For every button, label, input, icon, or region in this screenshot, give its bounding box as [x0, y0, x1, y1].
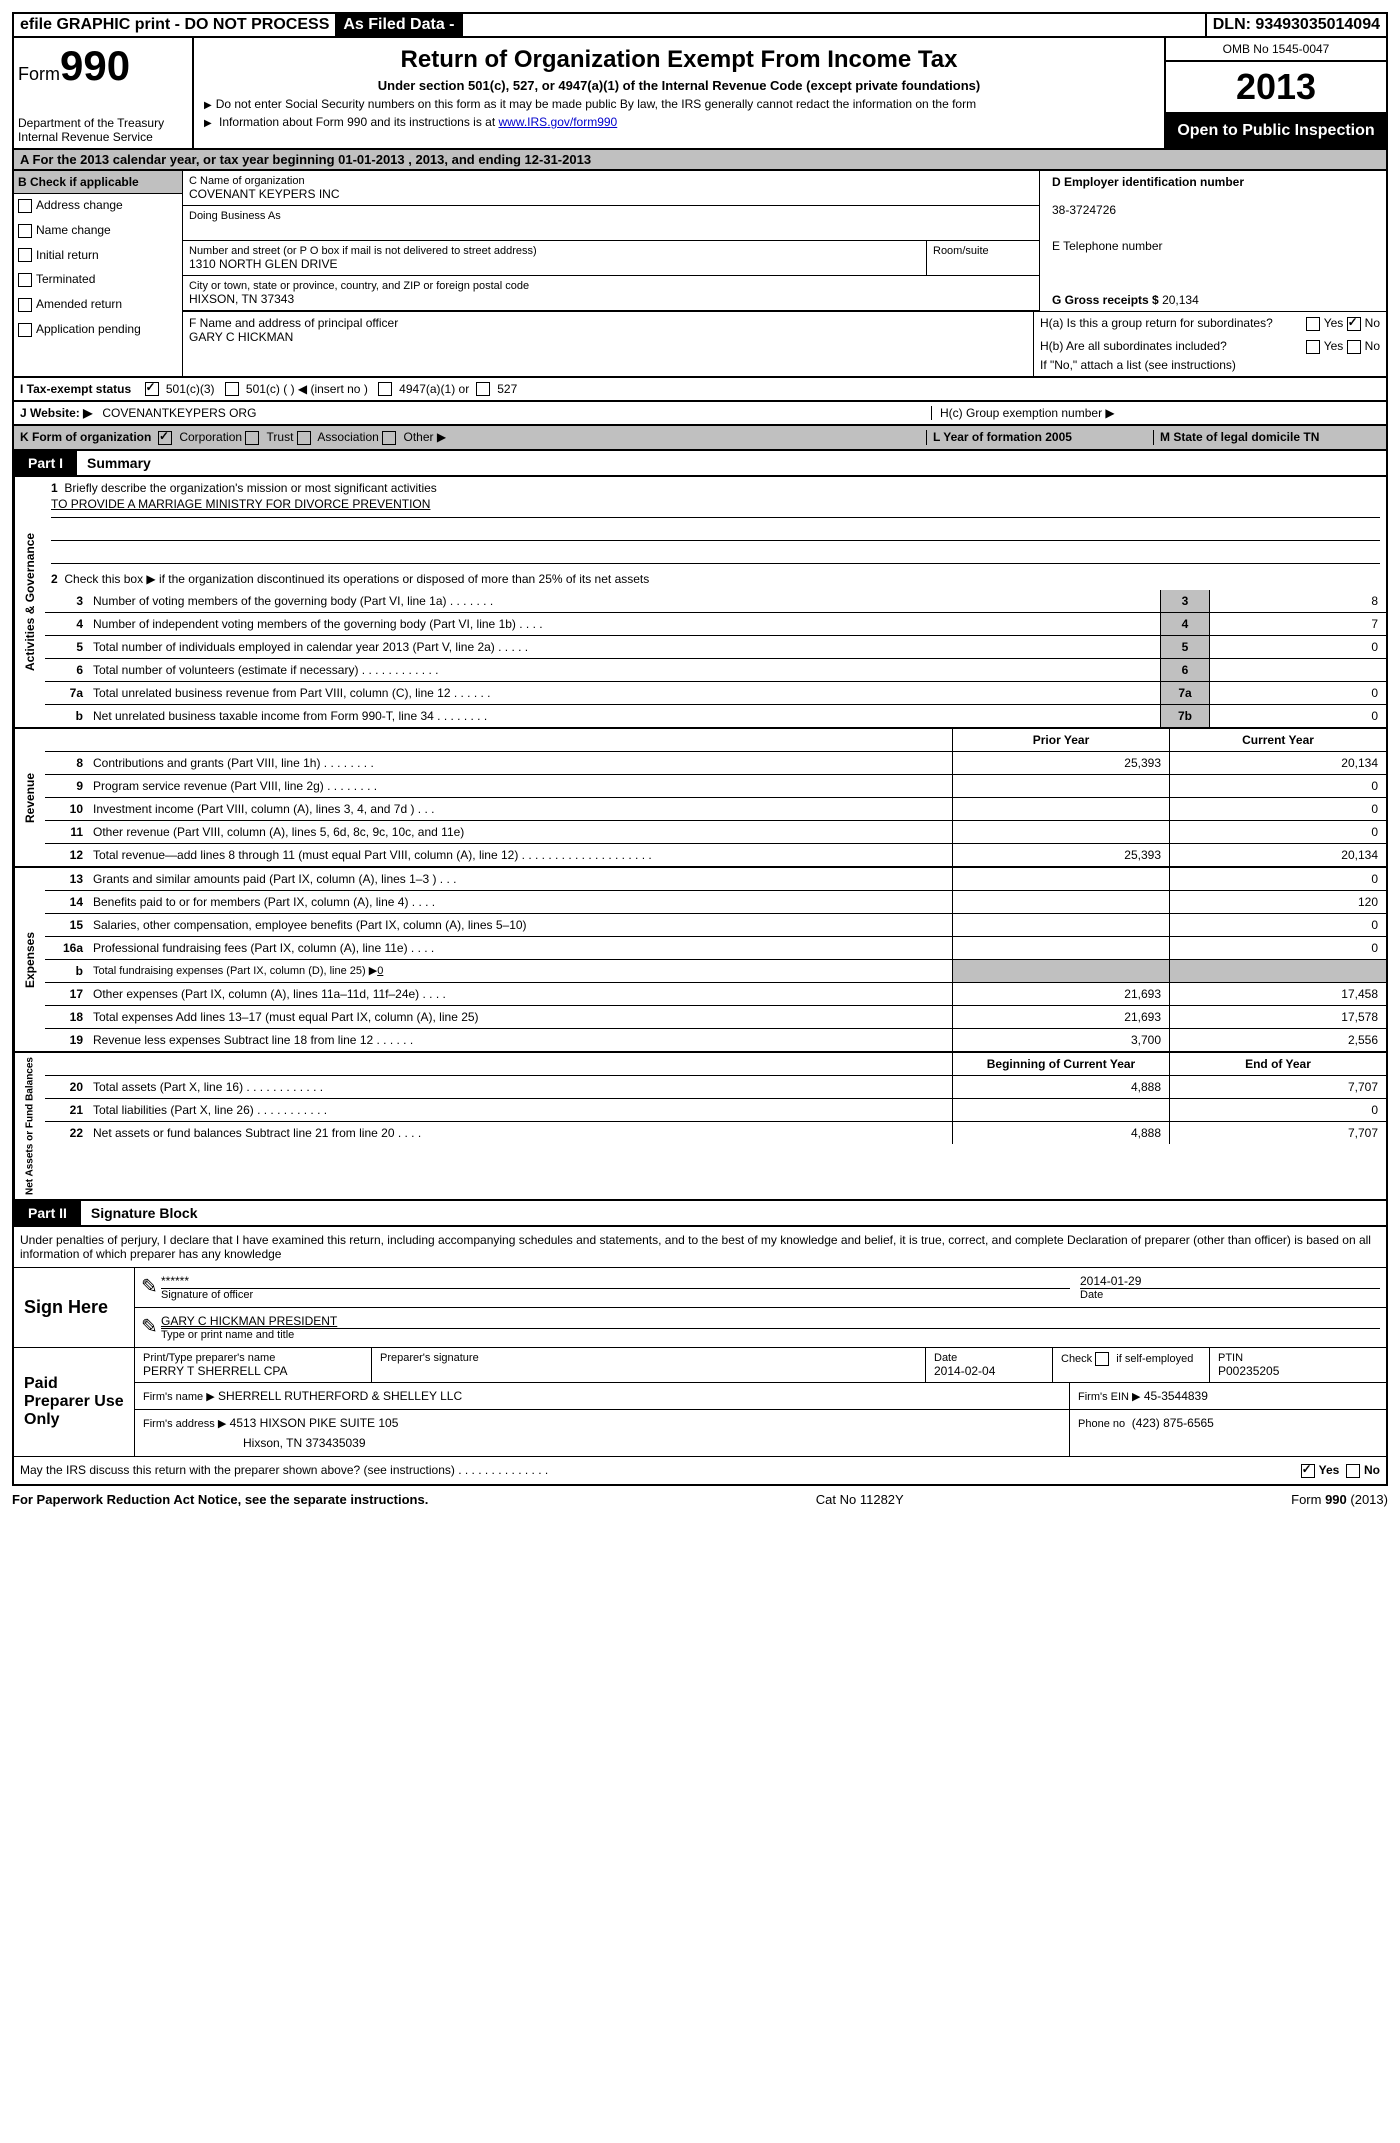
open-inspection: Open to Public Inspection: [1166, 114, 1386, 148]
line-1: 1 Briefly describe the organization's mi…: [45, 477, 1386, 568]
line-21: 21Total liabilities (Part X, line 26) . …: [45, 1099, 1386, 1122]
line-10: 10Investment income (Part VIII, column (…: [45, 798, 1386, 821]
line-14: 14Benefits paid to or for members (Part …: [45, 891, 1386, 914]
vlabel-netassets: Net Assets or Fund Balances: [14, 1053, 45, 1199]
col-b-header: B Check if applicable: [14, 171, 182, 194]
top-bar: efile GRAPHIC print - DO NOT PROCESS As …: [12, 12, 1388, 38]
state-domicile: M State of legal domicile TN: [1153, 430, 1380, 445]
check-pending[interactable]: Application pending: [18, 322, 178, 337]
group-return-cell: H(a) Is this a group return for subordin…: [1034, 312, 1386, 376]
netassets-header: Beginning of Current YearEnd of Year: [45, 1053, 1386, 1076]
line-12: 12Total revenue—add lines 8 through 11 (…: [45, 844, 1386, 866]
line-22: 22Net assets or fund balances Subtract l…: [45, 1122, 1386, 1144]
line-7b: bNet unrelated business taxable income f…: [45, 705, 1386, 727]
part2-header: Part II Signature Block: [12, 1201, 1388, 1227]
dln: DLN: 93493035014094: [1207, 14, 1386, 36]
line-5: 5Total number of individuals employed in…: [45, 636, 1386, 659]
as-filed: As Filed Data -: [337, 14, 462, 36]
check-initial-return[interactable]: Initial return: [18, 248, 178, 263]
line-9: 9Program service revenue (Part VIII, lin…: [45, 775, 1386, 798]
line-15: 15Salaries, other compensation, employee…: [45, 914, 1386, 937]
summary-expenses: Expenses 13Grants and similar amounts pa…: [12, 868, 1388, 1053]
check-address-change[interactable]: Address change: [18, 198, 178, 213]
discuss-line: May the IRS discuss this return with the…: [14, 1456, 1386, 1484]
org-name-cell: C Name of organization COVENANT KEYPERS …: [183, 171, 1039, 206]
form-number: Form990: [18, 42, 188, 90]
line-13: 13Grants and similar amounts paid (Part …: [45, 868, 1386, 891]
check-name-change[interactable]: Name change: [18, 223, 178, 238]
year-formation: L Year of formation 2005: [926, 430, 1153, 445]
form-990-footer: Form 990 (2013): [1291, 1492, 1388, 1507]
signature-block: Under penalties of perjury, I declare th…: [12, 1227, 1388, 1486]
phone-cell: E Telephone number: [1046, 235, 1386, 289]
form-title: Return of Organization Exempt From Incom…: [204, 46, 1154, 74]
line-11: 11Other revenue (Part VIII, column (A), …: [45, 821, 1386, 844]
paid-preparer-label: Paid Preparer Use Only: [14, 1348, 135, 1456]
part1-header: Part I Summary: [12, 451, 1388, 477]
sign-here-grid: Sign Here ✎ ****** Signature of officer …: [14, 1267, 1386, 1347]
line-2: 2 Check this box ▶ if the organization d…: [45, 568, 1386, 590]
header-grid: B Check if applicable Address change Nam…: [12, 171, 1388, 378]
vlabel-governance: Activities & Governance: [14, 477, 45, 727]
hc-cell: H(c) Group exemption number ▶: [931, 406, 1380, 420]
summary-netassets: Net Assets or Fund Balances Beginning of…: [12, 1053, 1388, 1201]
gross-cell: G Gross receipts $ 20,134: [1046, 289, 1386, 311]
form-subtitle: Under section 501(c), 527, or 4947(a)(1)…: [204, 78, 1154, 93]
spacer: [463, 14, 1207, 36]
page-footer: For Paperwork Reduction Act Notice, see …: [12, 1486, 1388, 1513]
officer-cell: F Name and address of principal officer …: [183, 312, 1034, 376]
line-6: 6Total number of volunteers (estimate if…: [45, 659, 1386, 682]
sign-here-label: Sign Here: [14, 1268, 135, 1347]
street-cell: Number and street (or P O box if mail is…: [183, 241, 1039, 276]
perjury-text: Under penalties of perjury, I declare th…: [14, 1227, 1386, 1267]
omb-number: OMB No 1545-0047: [1166, 38, 1386, 62]
check-terminated[interactable]: Terminated: [18, 272, 178, 287]
line-i: I Tax-exempt status 501(c)(3) 501(c) ( )…: [12, 378, 1388, 403]
summary-governance: Activities & Governance 1 Briefly descri…: [12, 477, 1388, 729]
line-16b: bTotal fundraising expenses (Part IX, co…: [45, 960, 1386, 983]
line-7a: 7aTotal unrelated business revenue from …: [45, 682, 1386, 705]
city-cell: City or town, state or province, country…: [183, 276, 1039, 311]
revenue-header: Prior YearCurrent Year: [45, 729, 1386, 752]
pen-icon: ✎: [141, 1274, 161, 1301]
line-j: J Website: ▶ COVENANTKEYPERS ORG H(c) Gr…: [12, 402, 1388, 426]
line-8: 8Contributions and grants (Part VIII, li…: [45, 752, 1386, 775]
dept-info: Department of the Treasury Internal Reve…: [18, 116, 188, 144]
line-k: K Form of organization Corporation Trust…: [12, 426, 1388, 451]
irs-link[interactable]: www.IRS.gov/form990: [499, 115, 618, 129]
form-note-2: Information about Form 990 and its instr…: [204, 115, 1154, 129]
form-note-1: Do not enter Social Security numbers on …: [204, 97, 1154, 111]
line-3: 3Number of voting members of the governi…: [45, 590, 1386, 613]
line-20: 20Total assets (Part X, line 16) . . . .…: [45, 1076, 1386, 1099]
tax-year: 2013: [1166, 62, 1386, 114]
ein-cell: D Employer identification number 38-3724…: [1046, 171, 1386, 235]
dba-cell: Doing Business As: [183, 206, 1039, 241]
col-b-checkboxes: B Check if applicable Address change Nam…: [14, 171, 183, 376]
form-header: Form990 Department of the Treasury Inter…: [12, 38, 1388, 150]
summary-revenue: Revenue Prior YearCurrent Year 8Contribu…: [12, 729, 1388, 868]
line-18: 18Total expenses Add lines 13–17 (must e…: [45, 1006, 1386, 1029]
row-a-period: A For the 2013 calendar year, or tax yea…: [12, 150, 1388, 171]
vlabel-expenses: Expenses: [14, 868, 45, 1051]
line-16a: 16aProfessional fundraising fees (Part I…: [45, 937, 1386, 960]
efile-notice: efile GRAPHIC print - DO NOT PROCESS: [14, 14, 337, 36]
check-amended[interactable]: Amended return: [18, 297, 178, 312]
line-19: 19Revenue less expenses Subtract line 18…: [45, 1029, 1386, 1051]
vlabel-revenue: Revenue: [14, 729, 45, 866]
pen-icon: ✎: [141, 1314, 161, 1341]
line-4: 4Number of independent voting members of…: [45, 613, 1386, 636]
line-17: 17Other expenses (Part IX, column (A), l…: [45, 983, 1386, 1006]
paid-preparer-grid: Paid Preparer Use Only Print/Type prepar…: [14, 1347, 1386, 1456]
